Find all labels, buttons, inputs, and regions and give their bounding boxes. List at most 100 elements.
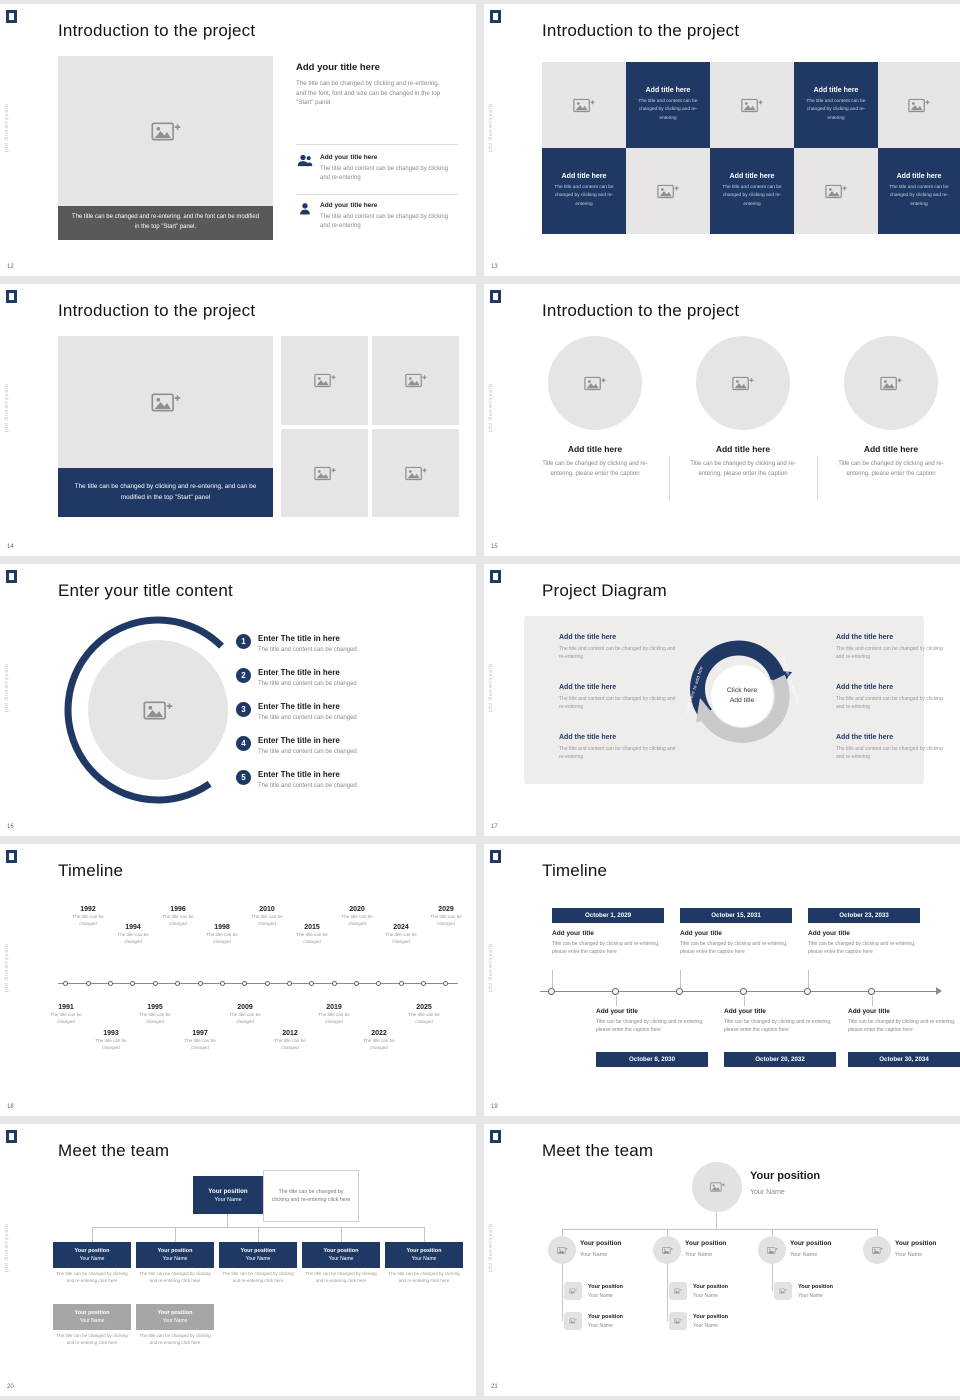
avatar-placeholder bbox=[564, 1282, 582, 1300]
timeline-entry-text: The title can be changed bbox=[341, 914, 373, 926]
image-placeholder-icon bbox=[908, 97, 930, 114]
timeline-entry: 1996 The title can be changed bbox=[155, 906, 201, 928]
org-member-box: Your position Your Name bbox=[219, 1242, 297, 1268]
timeline-year: 1993 bbox=[103, 1030, 119, 1037]
timeline-entry-text: Title can be changed by clicking and re-… bbox=[724, 1019, 832, 1033]
slide-page-number: 19 bbox=[491, 1104, 498, 1110]
timeline-entry: 1995 The title can be changed bbox=[132, 1004, 178, 1026]
item-title: Add title here bbox=[715, 444, 771, 454]
timeline-date-badge: October 1, 2029 bbox=[552, 908, 664, 923]
timeline-entry-text: The title can be changed bbox=[274, 1038, 306, 1050]
timeline-year: 2015 bbox=[304, 924, 320, 931]
timeline-entry-text: The title can be changed bbox=[139, 1012, 171, 1024]
timeline-node bbox=[399, 981, 404, 986]
member-position: Your position bbox=[157, 1310, 193, 1316]
avatar-placeholder bbox=[774, 1282, 792, 1300]
image-placeholder-icon bbox=[662, 1246, 673, 1255]
slide-title: Meet the team bbox=[58, 1141, 170, 1160]
member-position: Your position bbox=[588, 1314, 624, 1320]
people-icon bbox=[297, 154, 313, 167]
connector-line bbox=[744, 996, 745, 1006]
timeline-entry: 1994 The title can be changed bbox=[110, 924, 156, 946]
connector-line bbox=[680, 970, 681, 988]
connector-line bbox=[175, 1227, 176, 1242]
connector-line bbox=[562, 1229, 563, 1236]
timeline-year: 2019 bbox=[326, 1004, 342, 1011]
member-name: Your Name bbox=[328, 1256, 354, 1262]
image-placeholder-icon bbox=[143, 699, 173, 722]
member-description: The title can be changed by clicking and… bbox=[139, 1271, 211, 1283]
slide-page-number: 14 bbox=[7, 544, 14, 550]
slide-thumbnail-13[interactable]: qiankuwang ppt 13 Introduction to the pr… bbox=[484, 4, 960, 276]
connector-line bbox=[772, 1264, 773, 1291]
timeline-node bbox=[242, 981, 247, 986]
timeline-date-badge: October 23, 2033 bbox=[808, 908, 920, 923]
slide-title: Project Diagram bbox=[542, 581, 667, 600]
connector-line bbox=[424, 1227, 425, 1242]
diagram-item-title: Add the title here bbox=[836, 734, 894, 741]
avatar-placeholder bbox=[564, 1312, 582, 1330]
slide-thumbnail-18[interactable]: qiankuwang ppt 18 Timeline 1992 The title… bbox=[0, 844, 476, 1116]
timeline-date-badge: October 20, 2032 bbox=[724, 1052, 836, 1067]
timeline-entry: 2029 The title can be changed bbox=[423, 906, 469, 928]
timeline-year: 2020 bbox=[349, 906, 365, 913]
timeline-entry-text: The title can be changed bbox=[318, 1012, 350, 1024]
member-name: Your Name bbox=[693, 1293, 718, 1299]
member-position: Your position bbox=[685, 1240, 727, 1247]
brand-logo bbox=[6, 10, 17, 23]
diagram-item-title: Add the title here bbox=[836, 684, 894, 691]
slide-thumbnail-14[interactable]: qiankuwang ppt 14 Introduction to the pr… bbox=[0, 284, 476, 556]
timeline-node bbox=[676, 988, 683, 995]
list-item-title: Enter The title in here bbox=[258, 736, 340, 745]
slide-page-number: 17 bbox=[491, 824, 498, 830]
slide-title: Enter your title content bbox=[58, 581, 233, 600]
timeline-entry: 2012 The title can be changed bbox=[267, 1030, 313, 1052]
image-placeholder-icon bbox=[825, 183, 847, 200]
member-position: Your position bbox=[693, 1314, 729, 1320]
timeline-entry-title: Add your title bbox=[596, 1008, 638, 1015]
connector-line bbox=[667, 1264, 668, 1321]
diagram-item-text: The title and content can be changed by … bbox=[836, 696, 943, 710]
cell-text: The title and content can be changed by … bbox=[638, 99, 698, 121]
diagram-center-line1: Click here bbox=[726, 687, 758, 694]
connector-line bbox=[772, 1229, 773, 1236]
timeline-entry-title: Add your title bbox=[680, 930, 722, 937]
cell-text: The title and content can be changed by … bbox=[889, 185, 949, 207]
watermark-text: qiankuwang ppt bbox=[487, 104, 493, 154]
slide-thumbnail-21[interactable]: qiankuwang ppt 21 Meet the team Your pos… bbox=[484, 1124, 960, 1396]
member-name: Your Name bbox=[685, 1252, 713, 1258]
timeline-year: 2012 bbox=[282, 1030, 298, 1037]
image-caption-bar: The title can be changed and re-entering… bbox=[58, 206, 273, 240]
slide-thumbnail-15[interactable]: qiankuwang ppt 15 Introduction to the pr… bbox=[484, 284, 960, 556]
image-placeholder-icon bbox=[151, 391, 181, 414]
member-position: Your position bbox=[208, 1187, 248, 1195]
divider-line bbox=[296, 144, 458, 145]
slide-thumbnail-19[interactable]: qiankuwang ppt 19 Timeline October 1, 20… bbox=[484, 844, 960, 1116]
timeline-entry-text: Title can be changed by clicking and re-… bbox=[552, 941, 660, 955]
image-placeholder-icon bbox=[314, 372, 336, 389]
slide-thumbnail-20[interactable]: qiankuwang ppt 20 Meet the team Your pos… bbox=[0, 1124, 476, 1396]
timeline-node bbox=[612, 988, 619, 995]
timeline-entry: 1992 The title can be changed bbox=[65, 906, 111, 928]
image-placeholder-icon bbox=[314, 465, 336, 482]
watermark-text: qiankuwang ppt bbox=[3, 104, 9, 154]
diagram-center-line2: Add title bbox=[729, 696, 755, 704]
slide-thumbnail-16[interactable]: qiankuwang ppt 16 Enter your title conte… bbox=[0, 564, 476, 836]
connector-line bbox=[808, 970, 809, 988]
connector-line bbox=[616, 996, 617, 1006]
timeline-entry: 1998 The title can be changed bbox=[199, 924, 245, 946]
timeline-date-badge: October 8, 2030 bbox=[596, 1052, 708, 1067]
connector-line bbox=[552, 970, 553, 988]
slide-thumbnail-12[interactable]: qiankuwang ppt 12 Introduction to the pr… bbox=[0, 4, 476, 276]
member-position: Your position bbox=[895, 1240, 937, 1247]
slide-thumbnail-17[interactable]: qiankuwang ppt 17 Project Diagram Add th… bbox=[484, 564, 960, 836]
timeline-axis bbox=[540, 991, 936, 992]
org-member-box: Your position Your Name bbox=[136, 1242, 214, 1268]
list-item-text: The title and content can be changed bbox=[258, 783, 357, 789]
member-description: The title can be changed by clicking and… bbox=[56, 1333, 128, 1345]
timeline-year: 1998 bbox=[214, 924, 230, 931]
member-position: Your position bbox=[240, 1248, 276, 1254]
diagram-item-text: The title and content can be changed by … bbox=[559, 746, 676, 760]
slide-title: Timeline bbox=[542, 861, 608, 880]
brand-logo bbox=[490, 10, 501, 23]
